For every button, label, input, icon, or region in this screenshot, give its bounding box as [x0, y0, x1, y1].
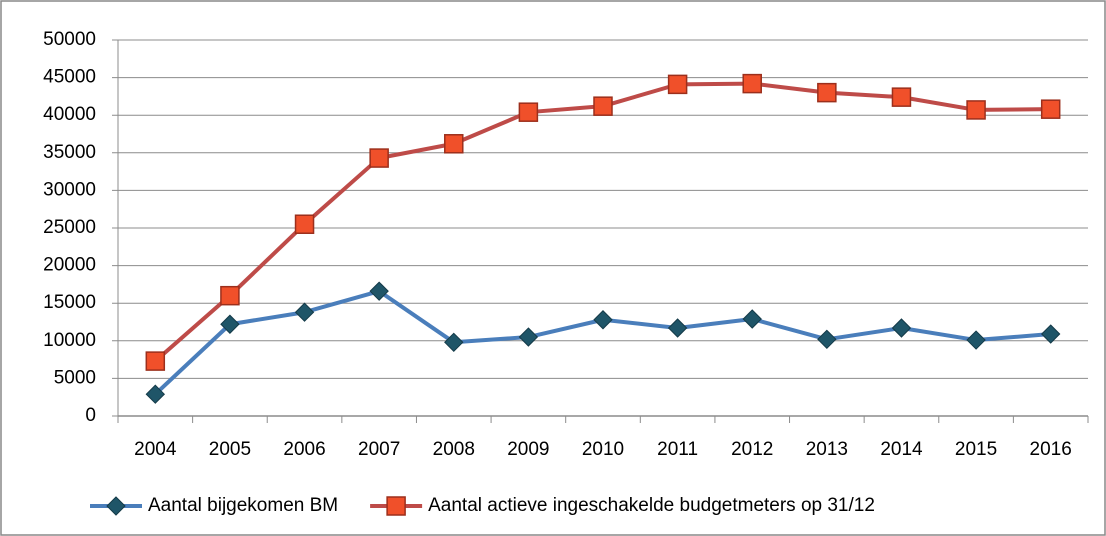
y-tick-label: 20000: [43, 255, 96, 276]
data-point: [891, 87, 912, 107]
data-point: [518, 327, 539, 347]
data-point: [966, 330, 986, 350]
data-point: [742, 309, 762, 329]
x-tick-label: 2009: [507, 439, 549, 460]
y-tick-label: 10000: [43, 330, 96, 351]
x-tick-label: 2004: [134, 439, 177, 460]
y-tick-label: 15000: [43, 292, 96, 313]
legend-label: Aantal actieve ingeschakelde budgetmeter…: [428, 495, 875, 516]
data-point: [444, 332, 464, 353]
data-point: [667, 318, 688, 338]
x-tick-label: 2007: [358, 439, 400, 460]
data-point: [817, 82, 837, 103]
x-tick-label: 2016: [1030, 439, 1072, 460]
data-point: [1040, 99, 1061, 119]
y-tick-label: 40000: [43, 104, 96, 125]
x-tick-label: 2011: [657, 439, 698, 460]
data-point: [742, 73, 762, 94]
x-tick-label: 2013: [806, 439, 848, 460]
x-tick-label: 2015: [955, 439, 997, 460]
data-point: [220, 285, 240, 306]
data-point: [966, 100, 986, 120]
data-point: [369, 148, 389, 168]
data-point: [294, 214, 315, 234]
x-tick-label: 2010: [582, 439, 624, 460]
data-point: [145, 351, 166, 371]
data-point: [294, 302, 315, 322]
data-point: [667, 74, 688, 95]
data-point: [518, 102, 539, 122]
legend-label: Aantal bijgekomen BM: [148, 495, 338, 516]
data-point: [891, 318, 912, 338]
x-tick-label: 2005: [209, 439, 251, 460]
data-point: [817, 329, 837, 350]
y-tick-label: 35000: [43, 142, 96, 163]
y-tick-label: 30000: [43, 179, 96, 200]
legend-marker: [106, 496, 126, 516]
data-point: [593, 310, 613, 330]
y-tick-label: 25000: [43, 217, 96, 238]
x-tick-label: 2006: [283, 439, 325, 460]
data-point: [444, 134, 464, 154]
x-tick-label: 2012: [731, 439, 773, 460]
data-point: [220, 314, 240, 334]
y-tick-label: 50000: [43, 29, 96, 50]
y-tick-label: 45000: [43, 67, 96, 88]
data-point: [593, 96, 613, 116]
x-tick-label: 2008: [433, 439, 475, 460]
y-tick-label: 5000: [54, 367, 96, 388]
data-point: [1040, 324, 1061, 344]
y-tick-label: 0: [85, 405, 96, 426]
x-tick-label: 2014: [880, 439, 923, 460]
legend-marker: [386, 496, 406, 516]
data-point: [369, 281, 389, 301]
data-point: [145, 384, 166, 404]
